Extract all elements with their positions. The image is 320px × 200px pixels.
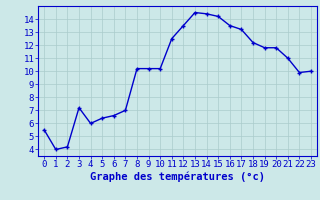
X-axis label: Graphe des températures (°c): Graphe des températures (°c): [90, 172, 265, 182]
